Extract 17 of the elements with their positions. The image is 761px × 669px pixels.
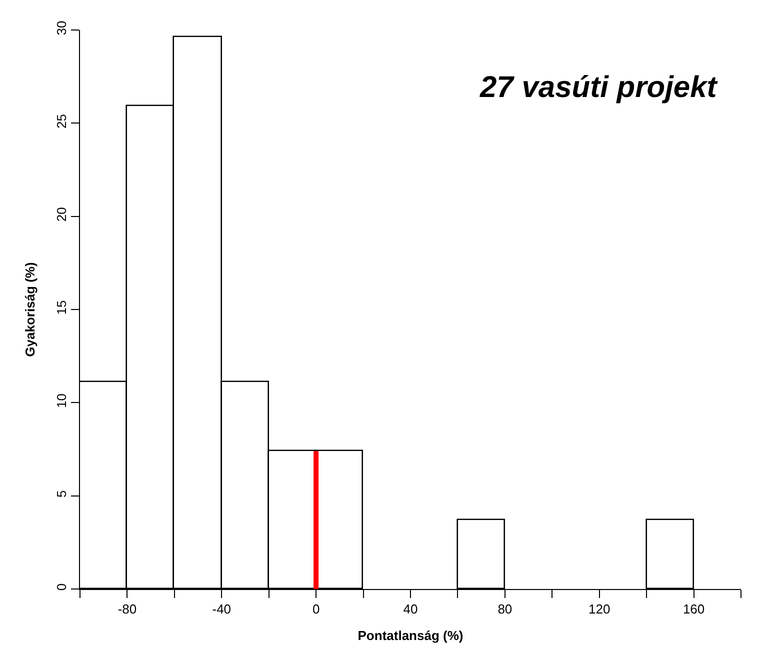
y-tick-label: 15 (54, 300, 69, 315)
x-tick-label: -80 (118, 602, 137, 617)
y-tick-label: 25 (54, 114, 69, 128)
y-tick-label: 0 (54, 583, 69, 591)
y-tick-label: 10 (54, 393, 69, 408)
x-axis-title: Pontatlanság (%) (358, 628, 464, 644)
x-tick-label: -40 (212, 602, 232, 617)
x-tick-label: 120 (588, 602, 610, 617)
y-axis-title: Gyakoriság (%) (22, 262, 38, 357)
x-tick-label: 80 (498, 602, 512, 617)
text: 27 vasúti projekt (479, 71, 719, 104)
y-tick-label: 30 (54, 20, 69, 36)
x-tick-label: 0 (312, 602, 320, 617)
x-tick-label: 40 (403, 602, 418, 617)
y-tick-label: 5 (54, 490, 69, 498)
x-tick-label: 160 (682, 602, 705, 617)
y-tick-label: 20 (54, 207, 69, 222)
